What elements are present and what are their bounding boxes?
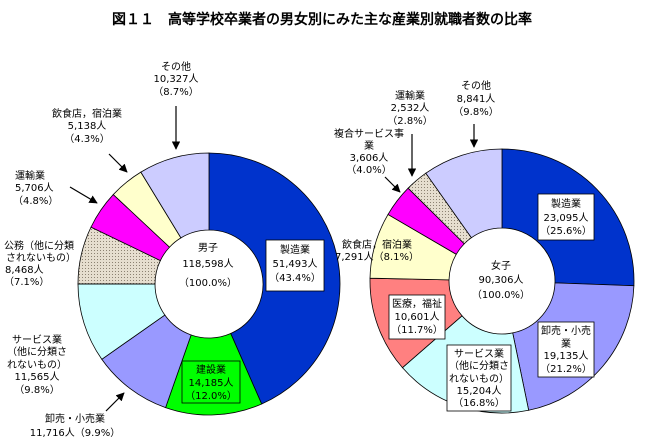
label-text: （25.6%） [540, 225, 592, 237]
label-box [181, 360, 241, 404]
label-text: その他 [461, 79, 491, 92]
center-label-text: 118,598人 [182, 258, 233, 270]
label-box [446, 344, 512, 412]
male-label-food-lodging: 飲食店，宿泊業 5,138人 （4.3%） [52, 107, 122, 145]
male-label-wholesale-retail: 卸売・小売業 11,716人（9.9%） [30, 412, 120, 439]
label-box [537, 193, 595, 241]
female-label-medical-welfare: 医療，福祉 10,601人 （11.7%） [388, 294, 446, 340]
label-text: 5,706人 [15, 182, 54, 194]
center-label-text: 男子 [198, 242, 218, 254]
female-center-label: 女子 90,306人 （100.0%） [472, 259, 530, 301]
label-text: 2,532人 [391, 102, 430, 114]
label-text: 19,135人 [544, 350, 589, 362]
label-box [388, 294, 446, 340]
label-box [537, 321, 595, 378]
label-text: その他 [161, 60, 191, 73]
label-text: （8.7%） [153, 86, 198, 98]
label-text: 8,468人 [5, 264, 44, 276]
label-text: 建設業 [196, 363, 226, 376]
male-label-other: その他 10,327人 （8.7%） [153, 60, 198, 98]
label-text: 製造業 [551, 197, 581, 210]
label-text: （21.2%） [540, 363, 592, 375]
male-label-public-service: 公務（他に分類 されないもの） 8,468人 （7.1%） [4, 239, 76, 288]
chart-title: 図１１ 高等学校卒業者の男女別にみた主な産業別就職者数の比率 [112, 11, 532, 28]
center-label-text: （100.0%） [179, 277, 237, 289]
label-text: されないもの） [6, 252, 76, 264]
label-text: 運輸業 [15, 169, 45, 182]
label-text: （11.7%） [391, 324, 443, 336]
male-label-manufacturing: 製造業 51,493人 （43.4%） [265, 239, 325, 292]
label-text: 公務（他に分類 [4, 239, 74, 252]
center-label-text: 90,306人 [479, 274, 524, 286]
leader-arrow [69, 186, 98, 204]
label-text: （9.8%） [14, 384, 59, 396]
female-label-compound-services: 複合サービス事 業 3,606人 （4.0%） [334, 127, 404, 176]
leader-arrow [108, 153, 128, 173]
label-text: 11,565人 [15, 371, 60, 383]
label-text: （43.4%） [269, 272, 321, 284]
female-label-transport: 運輸業 2,532人 （2.8%） [387, 89, 432, 127]
label-text: 飲食店，宿泊業 [342, 238, 412, 251]
female-label-other: その他 8,841人 （9.8%） [453, 79, 498, 118]
label-text: 飲食店，宿泊業 [52, 107, 122, 120]
label-text: （7.1%） [4, 276, 49, 288]
label-text: 3,606人 [350, 152, 389, 164]
label-text: 卸売・小売業 [45, 412, 105, 425]
label-text: （16.8%） [453, 397, 505, 409]
label-text: 5,138人 [68, 120, 107, 132]
label-text: 15,204人 [457, 385, 502, 397]
label-text: サービス業 [454, 347, 504, 360]
label-text: 51,493人 [273, 258, 318, 270]
label-text: 運輸業 [395, 89, 425, 102]
leader-arrow [105, 392, 125, 412]
center-label-text: （100.0%） [472, 289, 530, 301]
leader-arrow [384, 176, 401, 193]
label-text: 23,095人 [544, 212, 589, 224]
center-label-text: 女子 [491, 259, 511, 272]
label-text: 医療，福祉 [392, 297, 442, 310]
label-text: サービス業 [12, 333, 62, 346]
label-text: れないもの） [449, 373, 509, 385]
male-label-services: サービス業 （他に分類さ れないもの） 11,565人 （9.8%） [7, 333, 67, 396]
label-text: （2.8%） [387, 115, 432, 127]
label-text: （9.8%） [453, 106, 498, 118]
label-text: 業 [364, 139, 374, 152]
label-text: 10,601人 [395, 311, 440, 323]
label-text: 10,327人 [154, 73, 199, 85]
female-label-manufacturing: 製造業 23,095人 （25.6%） [537, 193, 595, 241]
male-label-construction: 建設業 14,185人 （12.0%） [181, 360, 241, 404]
label-text: 8,841人 [457, 93, 496, 105]
label-text: （4.0%） [346, 164, 391, 176]
male-label-transport: 運輸業 5,706人 （4.8%） [13, 169, 58, 207]
label-text: 11,716人（9.9%） [30, 427, 120, 439]
label-text: 業 [561, 337, 571, 350]
male-center-label: 男子 118,598人 （100.0%） [179, 242, 237, 289]
label-text: 製造業 [280, 243, 310, 256]
label-box [265, 239, 325, 292]
label-text: れないもの） [7, 359, 67, 371]
female-label-food-lodging: 飲食店，宿泊業 7,291人（8.1%） [335, 238, 419, 263]
female-label-wholesale-retail: 卸売・小売 業 19,135人 （21.2%） [537, 321, 595, 378]
label-text: （12.0%） [185, 390, 237, 402]
label-text: 複合サービス事 [334, 127, 404, 140]
label-text: （4.3%） [64, 133, 109, 145]
male-slice-other [140, 152, 210, 239]
female-slice-other [425, 148, 503, 239]
label-text: 卸売・小売 [541, 324, 591, 337]
label-text: 14,185人 [189, 377, 234, 389]
label-text: （他に分類さ [449, 359, 509, 372]
label-text: （他に分類さ [7, 345, 67, 358]
label-text: （4.8%） [13, 195, 58, 207]
label-text: 7,291人（8.1%） [335, 251, 419, 263]
female-label-services: サービス業 （他に分類さ れないもの） 15,204人 （16.8%） [446, 344, 512, 412]
